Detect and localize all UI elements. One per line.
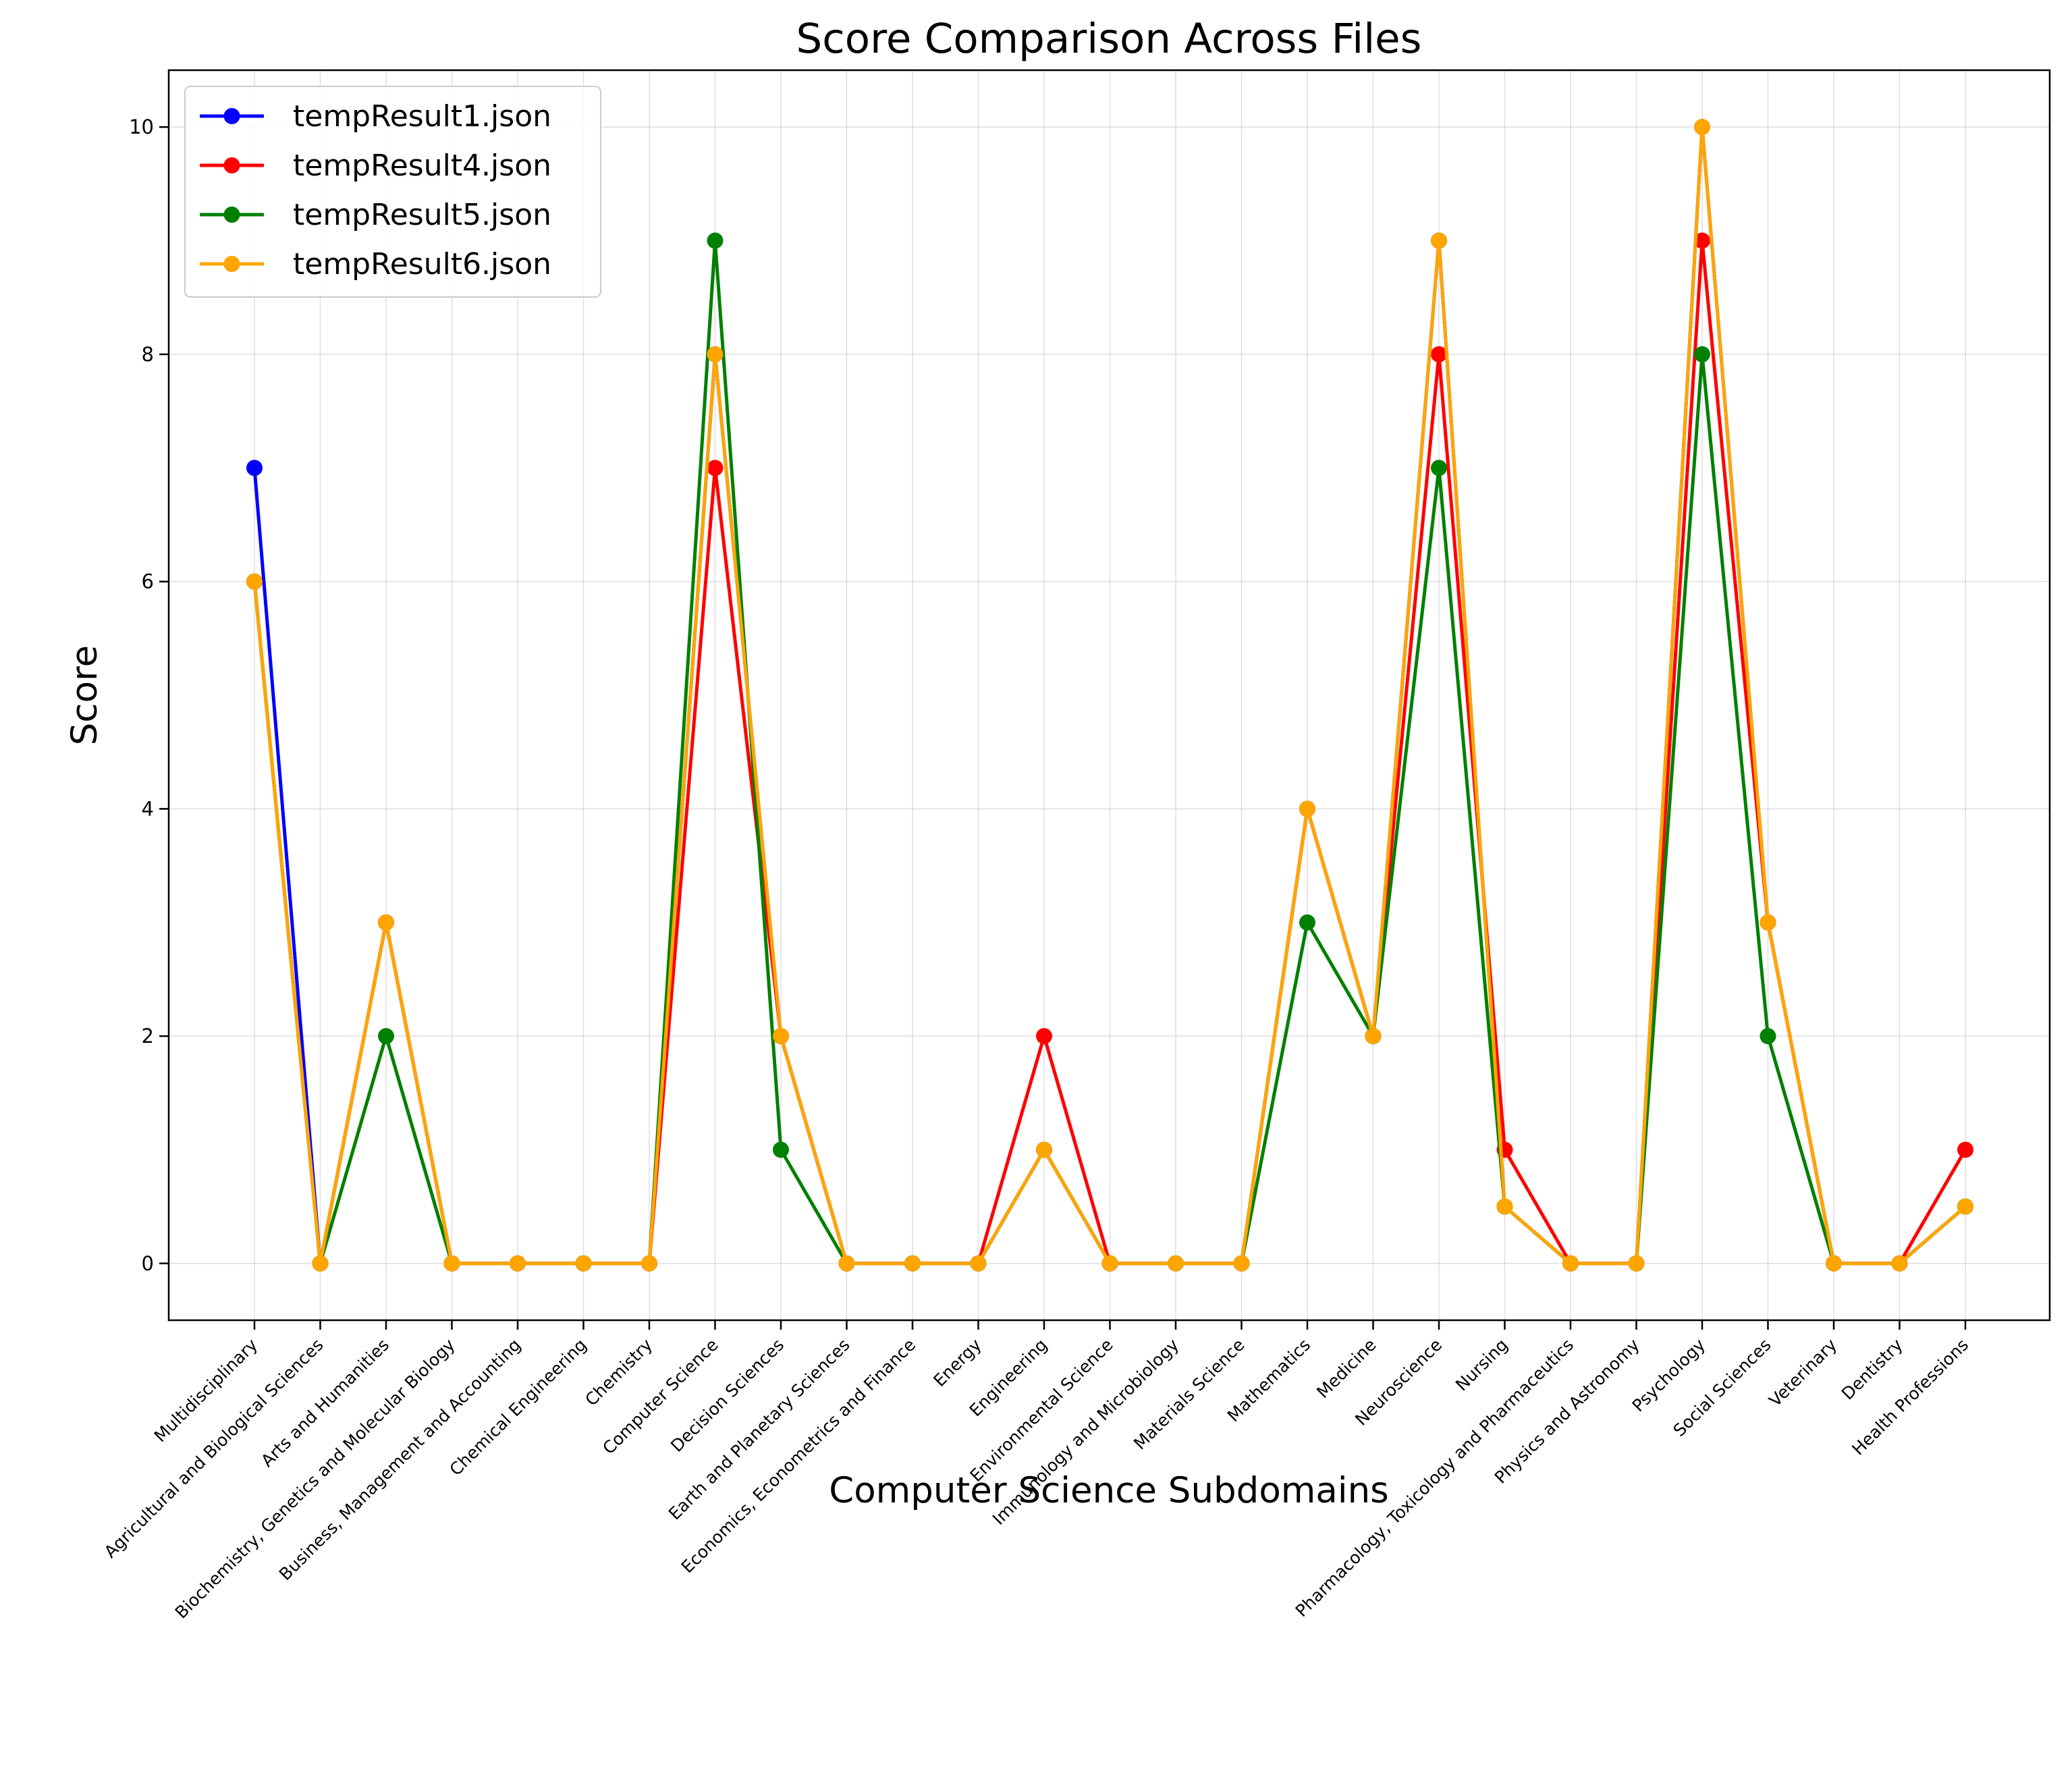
legend-label: tempResult4.json	[293, 148, 551, 183]
data-point	[378, 914, 394, 931]
legend-marker	[223, 157, 240, 173]
data-point	[1694, 346, 1710, 362]
y-axis: 0 2 4 6 8 10	[129, 115, 169, 1275]
data-point	[1036, 1141, 1052, 1158]
legend-label: tempResult1.json	[293, 99, 551, 134]
data-point	[1826, 1255, 1842, 1272]
data-point	[707, 232, 724, 249]
data-point	[904, 1255, 921, 1272]
data-point	[575, 1255, 592, 1272]
y-tick-label: 2	[142, 1025, 154, 1048]
legend-marker	[223, 207, 240, 223]
data-point	[1760, 1028, 1776, 1045]
chart-title: Score Comparison Across Files	[796, 15, 1422, 63]
data-point	[443, 1255, 460, 1272]
y-axis-title: Score	[64, 645, 105, 745]
data-point	[838, 1255, 855, 1272]
series-4	[246, 119, 1973, 1272]
legend: tempResult1.json tempResult4.json tempResu…	[184, 86, 601, 298]
y-tick-label: 8	[142, 343, 154, 366]
data-point	[1431, 232, 1447, 249]
legend-marker	[223, 256, 240, 272]
data-point	[1694, 119, 1710, 136]
legend-marker	[223, 108, 240, 124]
data-point	[378, 1028, 394, 1045]
data-point	[1299, 801, 1315, 817]
data-point	[1496, 1198, 1513, 1215]
data-point	[1694, 232, 1710, 249]
data-point	[641, 1255, 657, 1272]
data-point	[246, 460, 263, 477]
x-axis-title: Computer Science Subdomains	[829, 1470, 1389, 1511]
data-point	[1562, 1255, 1579, 1272]
data-point	[1957, 1198, 1973, 1215]
y-tick-label: 6	[142, 570, 154, 593]
data-point	[1431, 460, 1447, 477]
data-point	[1233, 1255, 1250, 1272]
data-point	[1036, 1028, 1052, 1045]
data-point	[707, 460, 724, 477]
data-point	[1168, 1255, 1184, 1272]
data-point	[1101, 1255, 1118, 1272]
data-point	[312, 1255, 329, 1272]
data-point	[1431, 346, 1447, 362]
legend-label: tempResult5.json	[293, 198, 551, 232]
data-point	[707, 346, 724, 362]
data-point	[1628, 1255, 1645, 1272]
data-point	[1891, 1255, 1908, 1272]
legend-label: tempResult6.json	[293, 247, 551, 281]
data-point	[773, 1028, 789, 1045]
data-point	[246, 573, 263, 590]
y-tick-label: 0	[142, 1252, 154, 1275]
y-tick-label: 4	[142, 797, 154, 820]
series-group	[246, 119, 1973, 1272]
data-point	[1299, 914, 1315, 931]
y-tick-label: 10	[129, 115, 154, 138]
data-point	[1760, 914, 1776, 931]
data-point	[510, 1255, 526, 1272]
data-point	[1365, 1028, 1382, 1045]
data-point	[970, 1255, 987, 1272]
data-point	[1957, 1141, 1973, 1158]
legend-box	[184, 86, 601, 298]
data-point	[773, 1141, 789, 1158]
